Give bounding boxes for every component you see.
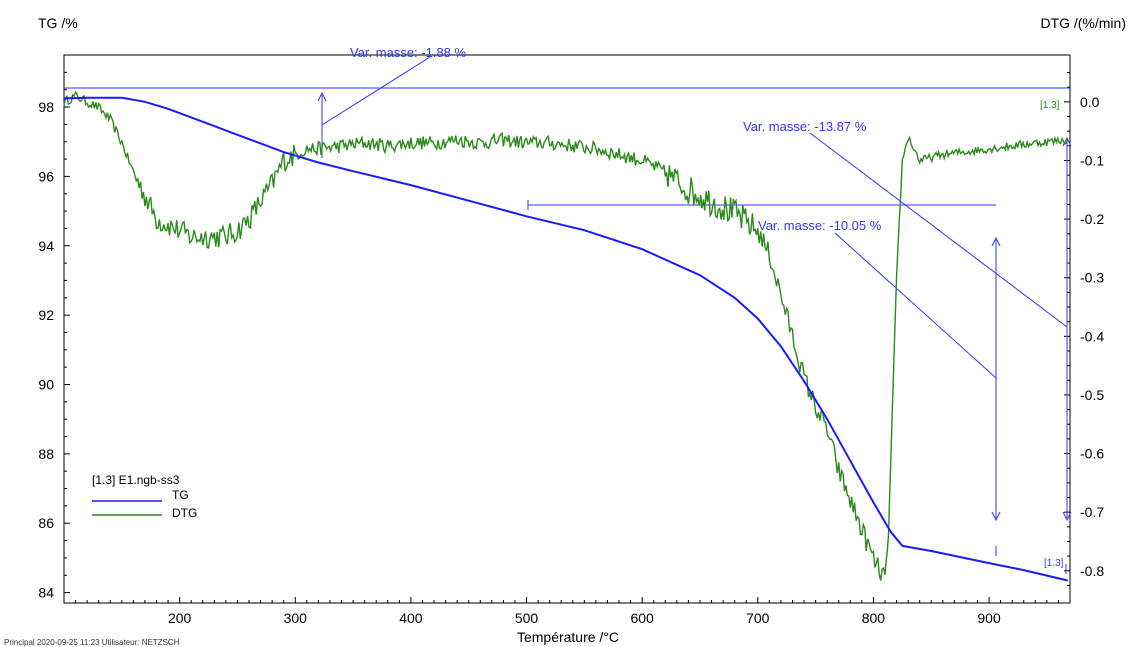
- y-left-tick-label: 84: [38, 585, 54, 601]
- tg-curve-tag: [1.3]: [1044, 558, 1064, 569]
- leader-1: [321, 56, 431, 126]
- y-right-tick-label: -0.2: [1080, 211, 1104, 227]
- y-right-tick-label: 0.0: [1080, 94, 1100, 110]
- arrowhead-2b: [1062, 511, 1072, 522]
- y-right-tick-label: -0.3: [1080, 270, 1104, 286]
- y-right-tick-label: -0.7: [1080, 504, 1104, 520]
- y-left-tick-label: 98: [38, 99, 54, 115]
- x-tick-label: 600: [630, 610, 654, 626]
- legend-dtg-label: DTG: [172, 506, 197, 520]
- x-tick-label: 800: [862, 610, 886, 626]
- annotation-lines: [64, 56, 1072, 574]
- dtg-curve: [63, 90, 1069, 581]
- left-axis-title: TG /%: [38, 15, 78, 31]
- right-axis-ticks: 0.0 -0.1 -0.2 -0.3 -0.4 -0.5 -0.6 -0.7 -0.8: [1064, 72, 1104, 586]
- leader-2: [809, 132, 1068, 328]
- y-right-tick-label: -0.4: [1080, 328, 1104, 344]
- y-right-tick-label: -0.6: [1080, 446, 1104, 462]
- arrowhead-1: [317, 91, 327, 102]
- plot-frame: [63, 54, 1071, 604]
- y-left-tick-label: 86: [38, 515, 54, 531]
- dtg-curve-tag: [1.3]: [1040, 100, 1060, 111]
- annotation-var-masse-3: Var. masse: -10.05 %: [758, 218, 882, 233]
- y-right-tick-label: -0.5: [1080, 387, 1104, 403]
- left-axis-ticks: 84 86 88 90 92 94 96 98: [38, 71, 70, 601]
- x-tick-label: 500: [515, 610, 539, 626]
- y-left-tick-label: 90: [38, 376, 54, 392]
- legend-title: [1.3] E1.ngb-ss3: [92, 473, 180, 487]
- x-axis-title: Température /°C: [517, 629, 619, 645]
- annotation-var-masse-1: Var. masse: -1.88 %: [350, 45, 467, 60]
- x-tick-label: 400: [399, 610, 423, 626]
- right-axis-title: DTG /(%/min): [1040, 15, 1126, 31]
- x-tick-label: 700: [746, 610, 770, 626]
- y-left-tick-label: 92: [38, 307, 54, 323]
- arrowhead-3b: [991, 511, 1001, 522]
- tg-curve: [63, 96, 1068, 582]
- x-tick-label: 900: [977, 610, 1001, 626]
- y-right-tick-label: -0.1: [1080, 152, 1104, 168]
- x-tick-label: 200: [168, 610, 192, 626]
- y-left-tick-label: 96: [38, 168, 54, 184]
- x-tick-label: 300: [284, 610, 308, 626]
- footer-info: Principal 2020-09-25 11:23 Utilisateur: …: [4, 638, 180, 647]
- y-right-tick-label: -0.8: [1080, 563, 1104, 579]
- y-left-tick-label: 94: [38, 238, 54, 254]
- legend: [1.3] E1.ngb-ss3 TG DTG: [92, 473, 197, 520]
- y-left-tick-label: 88: [38, 446, 54, 462]
- arrowhead-3a: [991, 236, 1001, 247]
- x-axis-ticks: 200 300 400 500 600 700 800 900: [75, 597, 1059, 626]
- leader-3: [834, 232, 997, 379]
- legend-tg-label: TG: [172, 488, 189, 502]
- annotation-var-masse-2: Var. masse: -13.87 %: [743, 119, 867, 134]
